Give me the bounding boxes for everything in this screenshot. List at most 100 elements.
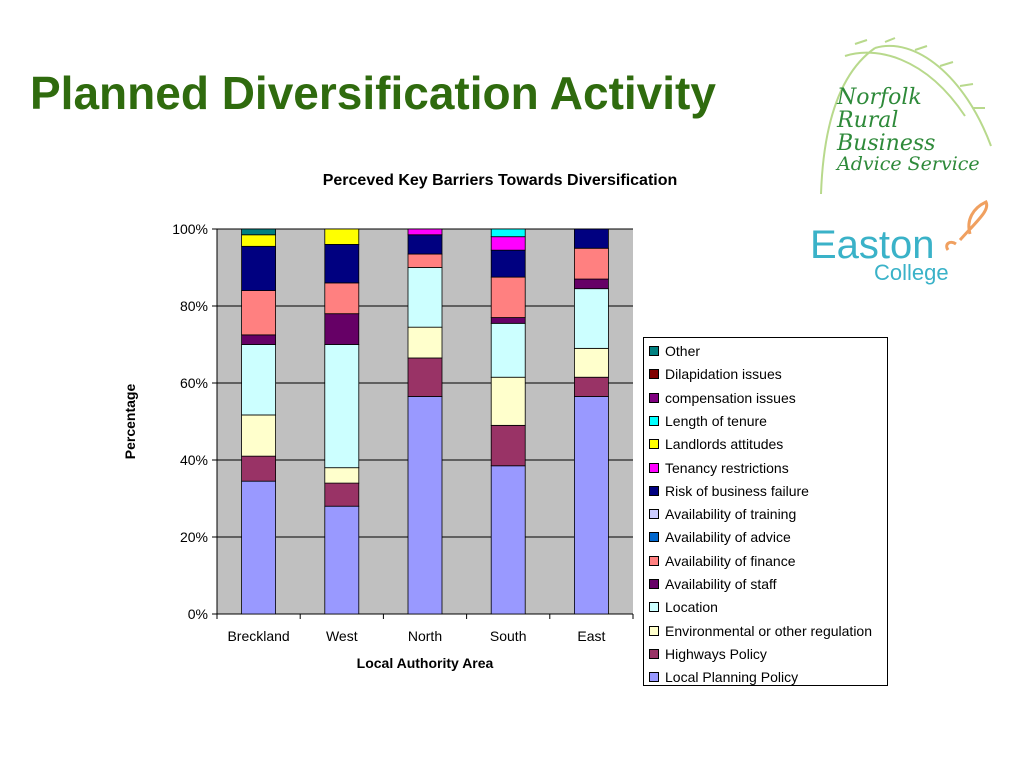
bar-segment bbox=[490, 376, 526, 426]
legend-item: Availability of advice bbox=[649, 527, 791, 547]
legend-swatch bbox=[649, 579, 659, 589]
legend-item: Availability of staff bbox=[649, 574, 777, 594]
logo-text-line: Advice Service bbox=[835, 153, 980, 175]
legend-item: Tenancy restrictions bbox=[649, 458, 789, 478]
legend-label: Availability of advice bbox=[665, 529, 791, 546]
bar-segment bbox=[574, 396, 609, 615]
legend-item: Other bbox=[649, 341, 700, 361]
legend-item: Availability of training bbox=[649, 504, 796, 524]
bar-segment bbox=[407, 253, 443, 268]
logo-text-line: Business bbox=[836, 131, 935, 156]
bar-segment bbox=[490, 249, 526, 278]
legend-label: Dilapidation issues bbox=[665, 366, 782, 383]
x-tick-label: Breckland bbox=[227, 628, 289, 644]
legend-swatch bbox=[649, 672, 659, 683]
y-tick-label: 60% bbox=[180, 375, 208, 391]
x-axis-label: Local Authority Area bbox=[357, 655, 494, 671]
y-axis-label: Percentage bbox=[122, 384, 138, 460]
legend-swatch bbox=[649, 439, 659, 450]
bar-segment bbox=[407, 234, 443, 255]
x-tick-label: East bbox=[577, 628, 605, 644]
x-tick-label: South bbox=[490, 628, 527, 644]
chart-legend: Other Dilapidation issues compensation iss… bbox=[643, 337, 888, 686]
logo-easton-name: Easton bbox=[810, 223, 935, 267]
legend-label: Location bbox=[665, 599, 718, 616]
bar-segment bbox=[241, 344, 277, 416]
bar-segment bbox=[407, 267, 443, 328]
bar-segment bbox=[490, 317, 526, 324]
bar-segment bbox=[407, 357, 443, 397]
legend-item: compensation issues bbox=[649, 388, 796, 408]
legend-item: Environmental or other regulation bbox=[649, 621, 872, 641]
legend-swatch bbox=[649, 509, 659, 520]
bar-segment bbox=[241, 480, 277, 615]
legend-swatch bbox=[649, 555, 659, 566]
legend-label: Environmental or other regulation bbox=[665, 622, 873, 639]
bar-segment bbox=[324, 344, 360, 469]
bar-segment bbox=[490, 424, 526, 467]
legend-label: Availability of training bbox=[665, 506, 797, 523]
bar-segment bbox=[241, 245, 277, 291]
x-tick-label: West bbox=[326, 628, 358, 644]
page-title: Planned Diversification Activity bbox=[30, 67, 716, 119]
y-tick-label: 100% bbox=[172, 221, 208, 237]
x-tick-label: North bbox=[408, 628, 442, 644]
legend-item: Landlords attitudes bbox=[649, 434, 783, 454]
logo-easton-sub: College bbox=[874, 260, 949, 285]
easton-college-logo: Easton College bbox=[810, 200, 989, 285]
legend-label: compensation issues bbox=[665, 389, 796, 406]
legend-label: Availability of finance bbox=[665, 552, 796, 569]
legend-swatch bbox=[649, 369, 659, 380]
bar-segment bbox=[324, 282, 360, 315]
bar-segment bbox=[241, 290, 277, 336]
bar-segment bbox=[490, 228, 526, 238]
bar-segment bbox=[490, 322, 526, 378]
bar-segment bbox=[574, 376, 609, 397]
legend-item: Risk of business failure bbox=[649, 481, 809, 501]
nrbas-logo: Norfolk Rural Business Advice Service bbox=[820, 37, 992, 195]
bar-segment bbox=[490, 236, 526, 251]
bar-segment bbox=[324, 482, 360, 507]
y-tick-label: 80% bbox=[180, 298, 208, 314]
legend-label: Other bbox=[665, 343, 701, 359]
chart-title: Perceved Key Barriers Towards Diversific… bbox=[322, 172, 678, 189]
legend-item: Location bbox=[649, 597, 718, 617]
legend-swatch bbox=[649, 532, 659, 543]
y-tick-label: 20% bbox=[180, 529, 208, 545]
legend-label: Availability of staff bbox=[665, 576, 777, 592]
bar-segment bbox=[324, 243, 360, 284]
legend-label: Tenancy restrictions bbox=[665, 459, 789, 476]
legend-item: Dilapidation issues bbox=[649, 364, 782, 384]
legend-swatch bbox=[649, 485, 659, 496]
leaf-swirl-icon bbox=[945, 200, 989, 251]
legend-item: Local Planning Policy bbox=[649, 667, 798, 687]
bar-segment bbox=[241, 455, 277, 482]
legend-swatch bbox=[649, 462, 659, 473]
logo-text-line: Norfolk bbox=[836, 85, 922, 110]
legend-item: Length of tenure bbox=[649, 411, 767, 431]
bar-segment bbox=[324, 467, 360, 484]
legend-label: Risk of business failure bbox=[665, 482, 809, 499]
bar-segment bbox=[241, 234, 277, 247]
bar-segment bbox=[574, 278, 609, 290]
bar-segment bbox=[324, 228, 360, 245]
bar-segment bbox=[407, 228, 443, 236]
bar-segment bbox=[490, 276, 526, 318]
bar-segment bbox=[324, 313, 360, 345]
legend-swatch bbox=[649, 415, 659, 426]
legend-swatch bbox=[649, 602, 659, 613]
legend-label: Landlords attitudes bbox=[665, 436, 784, 453]
bar-segment bbox=[490, 465, 526, 615]
bar-segment bbox=[574, 288, 609, 349]
legend-label: Length of tenure bbox=[665, 412, 767, 429]
legend-label: Highways Policy bbox=[665, 645, 767, 662]
wheat-icon bbox=[820, 37, 992, 195]
bar-segment bbox=[407, 396, 443, 615]
bar-segment bbox=[574, 347, 609, 378]
bar-segment bbox=[574, 247, 609, 280]
bar-segment bbox=[241, 414, 277, 457]
legend-swatch bbox=[649, 392, 659, 403]
y-tick-label: 0% bbox=[188, 606, 208, 622]
bar-segment bbox=[241, 228, 277, 236]
